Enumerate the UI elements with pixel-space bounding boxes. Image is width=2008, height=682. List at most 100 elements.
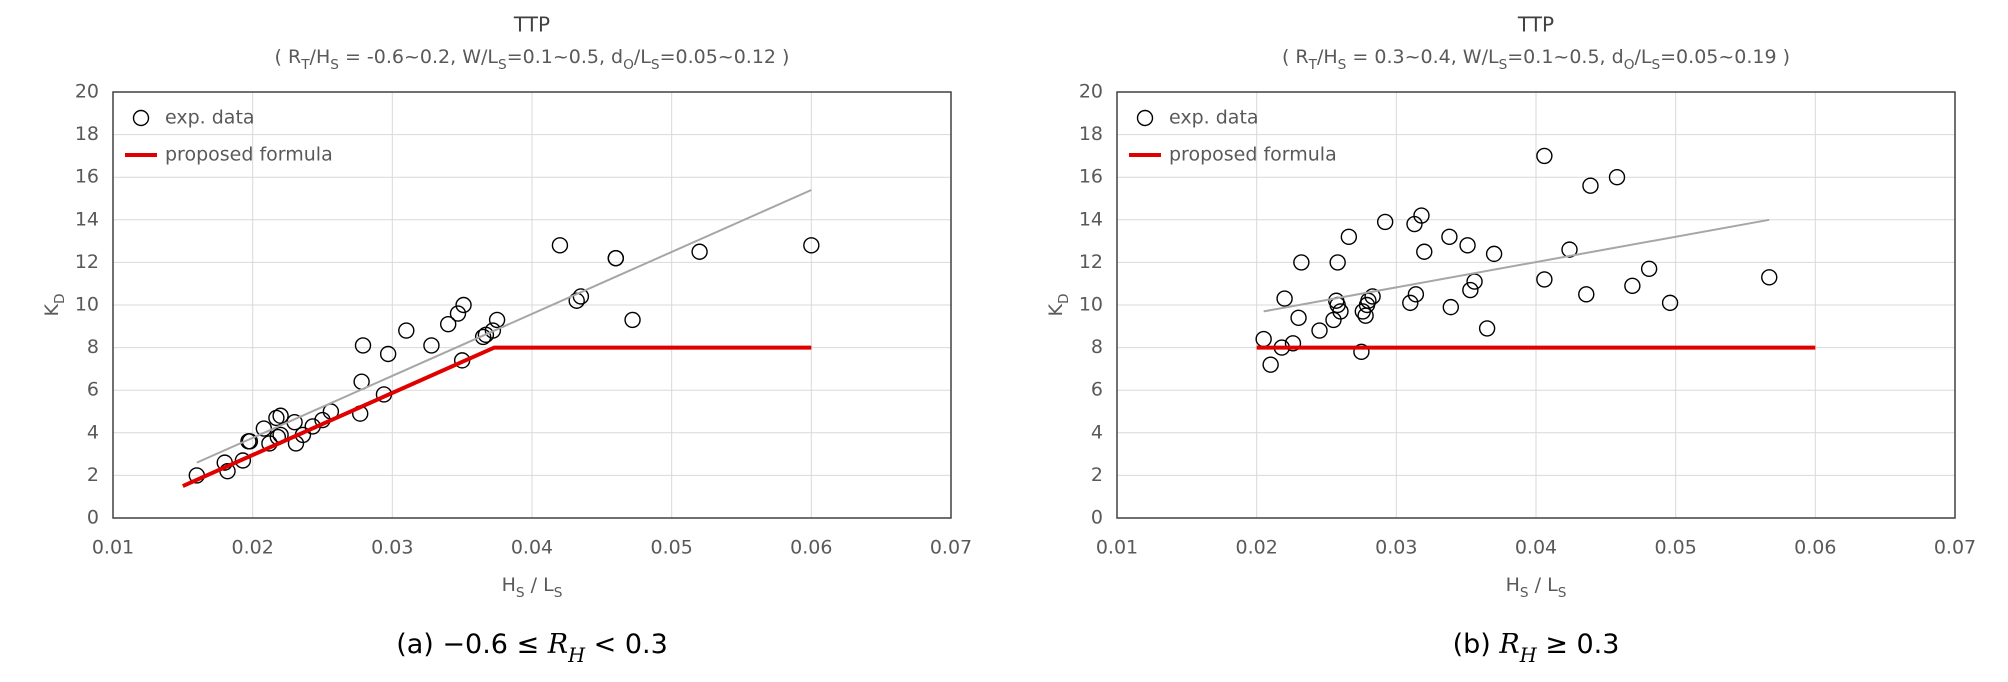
- data-point: [1293, 254, 1310, 271]
- data-point: [1340, 228, 1358, 246]
- text-part: /H: [1317, 46, 1338, 68]
- data-point: [423, 337, 440, 354]
- y-tick-label: 10: [1079, 294, 1103, 316]
- text-part: = -0.6~0.2, W/L: [339, 46, 498, 68]
- data-point: [1290, 309, 1307, 326]
- text-part: S: [516, 585, 525, 601]
- text-part: D: [1056, 294, 1072, 305]
- x-tick-label: 0.01: [92, 537, 134, 559]
- data-point: [1284, 335, 1302, 352]
- data-point: [1329, 254, 1346, 271]
- x-tick-label: 0.06: [1794, 537, 1836, 559]
- data-point: [354, 337, 372, 354]
- data-point: [1459, 237, 1476, 254]
- data-point: [1536, 271, 1553, 288]
- text-part: O: [623, 57, 634, 73]
- text-part: / L: [525, 574, 554, 596]
- y-tick-label: 10: [75, 294, 99, 316]
- data-point: [1262, 356, 1279, 373]
- data-point: [1276, 290, 1293, 307]
- data-point: [803, 237, 820, 254]
- text-part: T: [300, 57, 310, 73]
- data-point: [1640, 260, 1658, 277]
- text-part: S: [554, 585, 563, 601]
- legend-label: proposed formula: [1169, 144, 1337, 166]
- text-part: /H: [310, 46, 331, 68]
- y-tick-label: 14: [1079, 208, 1103, 230]
- data-point: [1413, 207, 1430, 224]
- chart-subtitle: ( RT/HS = 0.3~0.4, W/LS=0.1~0.5, dO/LS=0…: [1282, 46, 1790, 74]
- caption: (a) −0.6 ≤ RH < 0.3: [396, 629, 668, 667]
- data-point: [1311, 322, 1328, 339]
- series-line: [182, 345, 812, 488]
- legend-label: exp. data: [165, 107, 255, 129]
- data-point: [1402, 294, 1419, 312]
- data-point: [1582, 177, 1599, 194]
- series-line: [196, 189, 812, 464]
- data-point: [551, 237, 569, 254]
- text-part: R: [547, 629, 568, 660]
- data-point: [1255, 330, 1272, 348]
- y-tick-label: 20: [1079, 81, 1103, 103]
- y-tick-label: 16: [1079, 166, 1103, 188]
- y-tick-label: 16: [75, 166, 99, 188]
- series-line: [1263, 218, 1770, 313]
- y-axis-label: KD: [41, 294, 69, 317]
- y-tick-label: 14: [75, 208, 99, 230]
- legend-label: proposed formula: [165, 144, 333, 166]
- y-tick-label: 6: [87, 379, 99, 401]
- y-tick-label: 20: [75, 81, 99, 103]
- data-point: [1466, 273, 1483, 290]
- data-point: [398, 322, 415, 339]
- x-tick-label: 0.07: [1934, 537, 1976, 559]
- x-tick-label: 0.01: [1096, 537, 1138, 559]
- data-point: [1442, 298, 1460, 316]
- text-part: D: [52, 294, 68, 305]
- text-part: ( R: [275, 46, 302, 68]
- x-tick-label: 0.03: [371, 537, 413, 559]
- y-tick-label: 6: [1091, 379, 1103, 401]
- data-point: [484, 322, 502, 339]
- text-part: H: [567, 644, 586, 667]
- data-point: [449, 305, 467, 322]
- legend-marker: [132, 109, 150, 127]
- x-tick-label: 0.04: [511, 537, 553, 559]
- y-tick-label: 4: [87, 421, 99, 443]
- x-tick-label: 0.05: [651, 537, 693, 559]
- data-point: [488, 311, 506, 329]
- text-part: =0.1~0.5, d: [507, 46, 623, 68]
- y-tick-label: 0: [1091, 507, 1103, 529]
- text-part: S: [330, 57, 339, 73]
- text-part: H: [502, 574, 516, 596]
- data-point: [379, 345, 397, 363]
- data-point: [607, 249, 624, 267]
- text-part: ≥ 0.3: [1537, 629, 1620, 660]
- x-axis-label: HS / LS: [1506, 574, 1567, 602]
- text-part: O: [1624, 57, 1635, 73]
- data-point: [1441, 228, 1458, 246]
- data-point: [1478, 320, 1496, 337]
- x-axis-label: HS / LS: [502, 574, 563, 602]
- plot-frame: [112, 91, 952, 519]
- text-part: T: [1308, 57, 1318, 73]
- text-part: S: [651, 57, 660, 73]
- chart: TTP( RT/HS = 0.3~0.4, W/LS=0.1~0.5, dO/L…: [1045, 13, 1977, 667]
- y-tick-label: 18: [75, 123, 99, 145]
- text-part: (a) −0.6 ≤: [396, 629, 548, 660]
- text-part: =0.05~0.12 ): [660, 46, 790, 68]
- text-part: S: [498, 57, 507, 73]
- data-point: [474, 328, 492, 346]
- text-part: ( R: [1282, 46, 1309, 68]
- data-point: [1357, 307, 1374, 324]
- text-part: S: [1499, 57, 1508, 73]
- data-point: [1608, 168, 1626, 186]
- data-point: [1761, 269, 1778, 286]
- x-tick-label: 0.04: [1515, 537, 1557, 559]
- text-part: /L: [1634, 46, 1651, 68]
- chart-title: TTP: [1517, 13, 1554, 37]
- data-point: [234, 452, 252, 469]
- data-point: [272, 407, 289, 424]
- text-part: < 0.3: [585, 629, 668, 660]
- legend-label: exp. data: [1169, 107, 1259, 129]
